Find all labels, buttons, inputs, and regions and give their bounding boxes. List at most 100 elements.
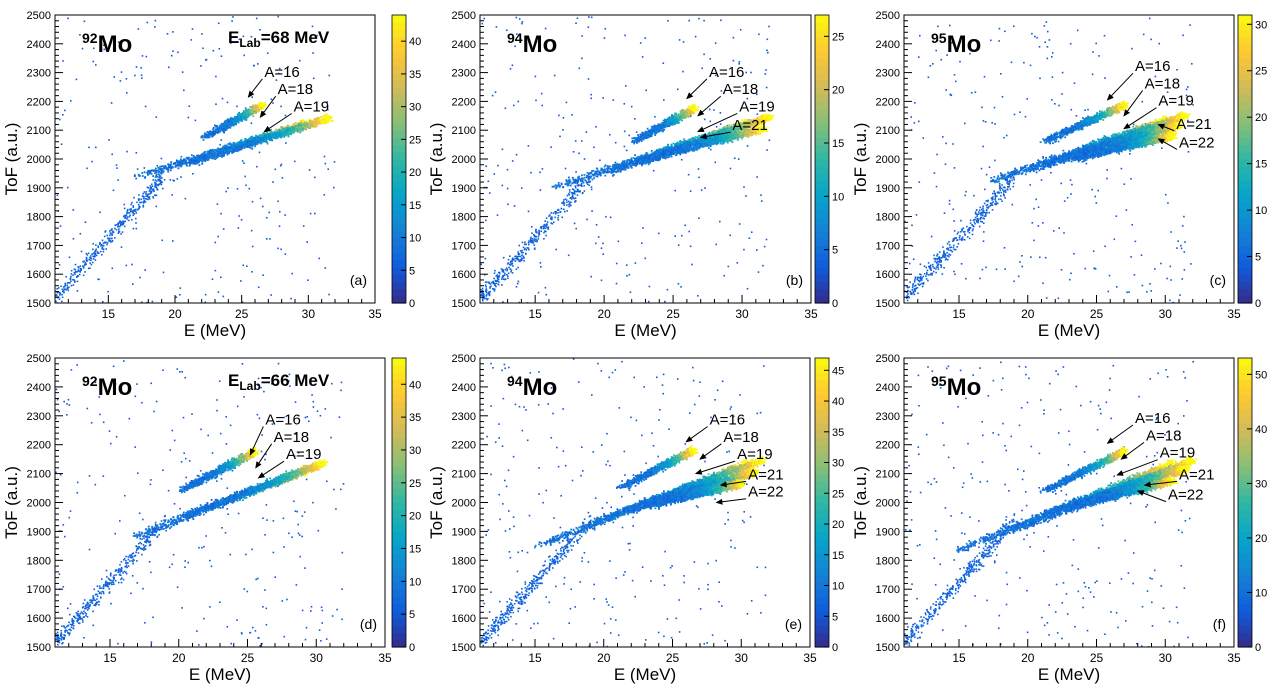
heatmap-cell <box>83 266 85 268</box>
heatmap-cell <box>680 286 682 288</box>
heatmap-cell <box>516 257 518 259</box>
heatmap-cell <box>658 233 660 235</box>
heatmap-cell <box>521 259 523 261</box>
heatmap-cell <box>118 232 120 234</box>
heatmap-cell <box>112 232 114 234</box>
heatmap-cell <box>191 39 193 41</box>
heatmap-cell <box>521 250 523 252</box>
heatmap-cell <box>677 89 679 91</box>
heatmap-cell <box>482 295 484 297</box>
heatmap-cell <box>219 154 221 156</box>
heatmap-cell <box>208 157 210 159</box>
heatmap-cell <box>82 48 84 50</box>
heatmap-cell <box>254 145 256 147</box>
heatmap-cell <box>126 215 128 217</box>
heatmap-cell <box>193 158 195 160</box>
heatmap-cell <box>557 217 559 219</box>
heatmap-cell <box>131 264 133 266</box>
heatmap-cell <box>486 282 488 284</box>
heatmap-cell <box>516 269 518 271</box>
heatmap-cell <box>280 136 282 138</box>
color-bar-segment <box>392 238 406 246</box>
heatmap-cell <box>163 272 165 274</box>
heatmap-cell <box>485 284 487 286</box>
heatmap-cell <box>181 164 183 166</box>
heatmap-cell <box>324 267 326 269</box>
heatmap-cell <box>83 275 85 277</box>
heatmap-cell <box>634 137 636 139</box>
heatmap-cell <box>90 260 92 262</box>
heatmap-cell <box>573 192 575 194</box>
color-bar-segment <box>392 51 406 59</box>
heatmap-cell <box>133 214 135 216</box>
heatmap-cell <box>767 52 769 54</box>
heatmap-cell <box>109 238 111 240</box>
heatmap-cell <box>577 194 579 196</box>
heatmap-cell <box>71 270 73 272</box>
heatmap-cell <box>185 198 187 200</box>
heatmap-cell <box>569 189 571 191</box>
heatmap-cell <box>624 146 626 148</box>
heatmap-cell <box>688 20 690 22</box>
heatmap-cell <box>203 139 205 141</box>
color-bar-segment <box>392 181 406 189</box>
heatmap-cell <box>540 266 542 268</box>
heatmap-cell <box>107 242 109 244</box>
heatmap-cell <box>516 17 518 19</box>
heatmap-cell <box>125 217 127 219</box>
heatmap-cell <box>489 287 491 289</box>
heatmap-cell <box>293 128 295 130</box>
heatmap-cell <box>756 176 758 178</box>
heatmap-cell <box>205 157 207 159</box>
heatmap-cell <box>590 276 592 278</box>
heatmap-cell <box>73 284 75 286</box>
heatmap-cell <box>64 286 66 288</box>
heatmap-cell <box>698 106 700 108</box>
heatmap-cell <box>108 139 110 141</box>
heatmap-cell <box>518 255 520 257</box>
heatmap-cell <box>222 98 224 100</box>
heatmap-cell <box>71 285 73 287</box>
heatmap-cell <box>91 253 93 255</box>
heatmap-cell <box>122 231 124 233</box>
heatmap-cell <box>101 244 103 246</box>
y-tick-label: 2100 <box>27 125 51 137</box>
heatmap-cell <box>734 157 736 159</box>
heatmap-cell <box>584 158 586 160</box>
heatmap-cell <box>266 238 268 240</box>
heatmap-cell <box>228 143 230 145</box>
heatmap-cell <box>260 198 262 200</box>
heatmap-cell <box>509 264 511 266</box>
heatmap-cell <box>85 262 87 264</box>
heatmap-cell <box>739 61 741 63</box>
heatmap-cell <box>221 55 223 57</box>
heatmap-cell <box>678 283 680 285</box>
heatmap-cell <box>212 149 214 151</box>
heatmap-cell <box>153 170 155 172</box>
y-tick-label: 1800 <box>27 212 51 224</box>
heatmap-cell <box>267 52 269 54</box>
heatmap-cell <box>177 178 179 180</box>
heatmap-cell <box>241 219 243 221</box>
heatmap-cell <box>186 165 188 167</box>
heatmap-cell <box>206 59 208 61</box>
heatmap-cell <box>540 189 542 191</box>
heatmap-cell <box>566 204 568 206</box>
heatmap-cell <box>231 125 233 127</box>
heatmap-cell <box>321 122 323 124</box>
heatmap-cell <box>255 137 257 139</box>
heatmap-cell <box>681 235 683 237</box>
heatmap-cell <box>217 149 219 151</box>
heatmap-cell <box>534 244 536 246</box>
heatmap-cell <box>207 151 209 153</box>
heatmap-cell <box>280 133 282 135</box>
heatmap-cell <box>222 154 224 156</box>
heatmap-cell <box>551 218 553 220</box>
heatmap-cell <box>587 184 589 186</box>
heatmap-cell <box>171 194 173 196</box>
heatmap-cell <box>574 223 576 225</box>
heatmap-cell <box>300 122 302 124</box>
heatmap-cell <box>324 156 326 158</box>
heatmap-cell <box>528 249 530 251</box>
